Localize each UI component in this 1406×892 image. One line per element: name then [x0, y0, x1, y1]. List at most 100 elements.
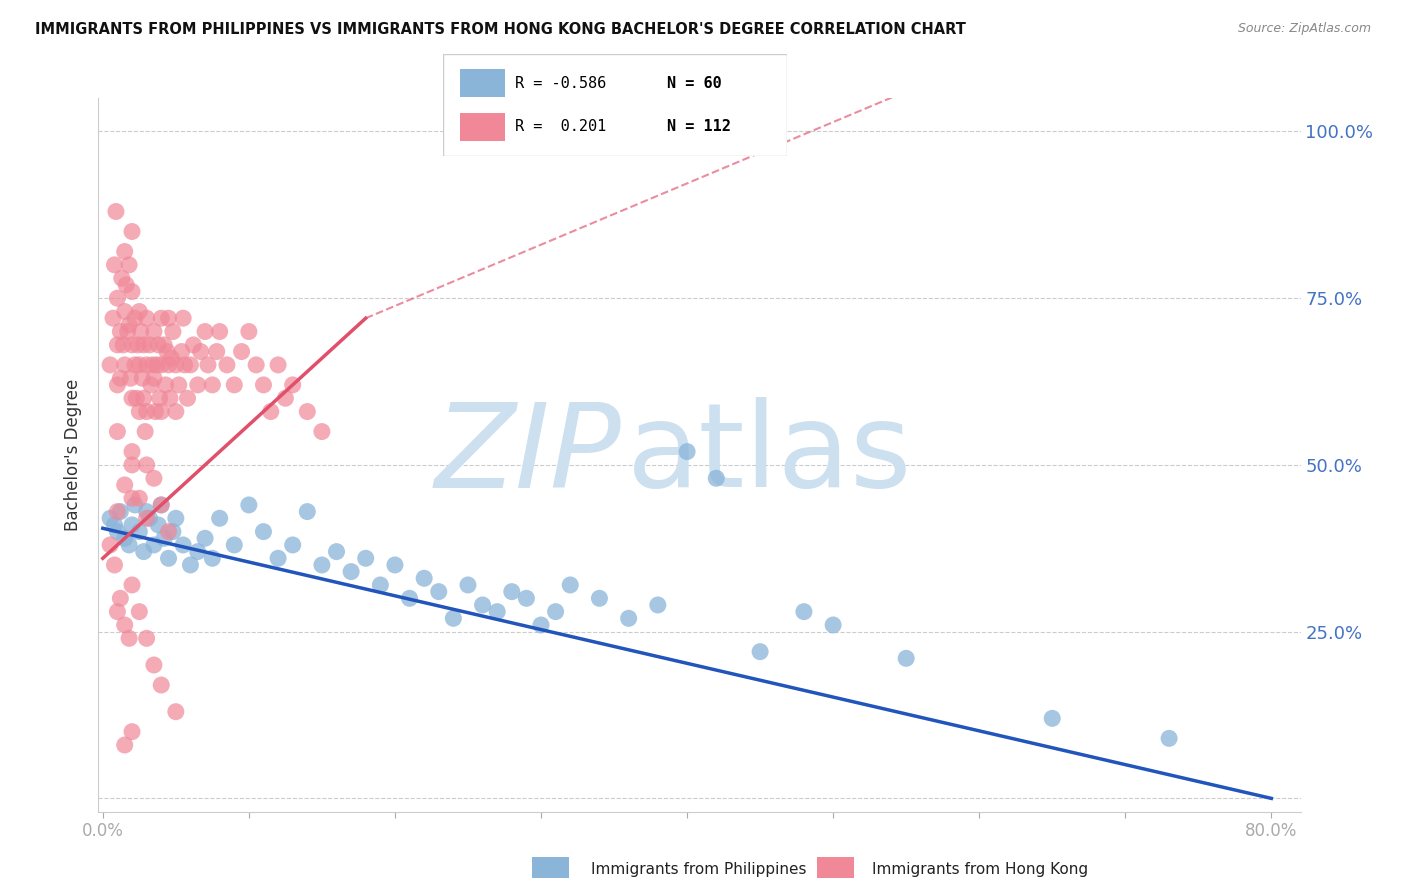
Point	[1040, 711, 1063, 725]
Point	[135, 358, 157, 372]
Point	[153, 338, 176, 352]
Point	[118, 318, 141, 332]
Point	[110, 505, 132, 519]
Point	[398, 591, 420, 606]
Point	[114, 244, 136, 259]
Point	[162, 325, 184, 339]
Point	[110, 371, 132, 385]
Text: N = 112: N = 112	[666, 120, 731, 134]
Point	[194, 325, 217, 339]
Point	[148, 338, 170, 352]
Point	[120, 371, 142, 385]
Point	[544, 605, 567, 619]
Point	[173, 358, 195, 372]
Point	[749, 645, 772, 659]
Point	[793, 605, 815, 619]
Point	[111, 271, 134, 285]
Point	[224, 377, 246, 392]
Point	[124, 311, 146, 326]
Bar	[531, 856, 569, 879]
Point	[354, 551, 377, 566]
Point	[515, 591, 537, 606]
Point	[704, 471, 727, 485]
Point	[179, 358, 201, 372]
Point	[114, 738, 136, 752]
Bar	[460, 112, 505, 141]
Bar	[817, 856, 855, 879]
Point	[245, 358, 267, 372]
Point	[165, 358, 187, 372]
Point	[1159, 731, 1181, 746]
Point	[588, 591, 610, 606]
Point	[150, 678, 173, 692]
Point	[121, 458, 143, 472]
Point	[194, 531, 217, 545]
Point	[896, 651, 918, 665]
Text: R =  0.201: R = 0.201	[515, 120, 606, 134]
Point	[134, 425, 156, 439]
Point	[150, 311, 173, 326]
Point	[471, 598, 494, 612]
Point	[103, 558, 125, 572]
Point	[617, 611, 640, 625]
Point	[238, 498, 260, 512]
Point	[205, 344, 228, 359]
Point	[155, 377, 177, 392]
Point	[138, 511, 160, 525]
Point	[157, 551, 180, 566]
Point	[115, 277, 138, 292]
Point	[156, 344, 179, 359]
Point	[252, 524, 274, 539]
Point	[150, 498, 173, 512]
Point	[340, 565, 363, 579]
Text: R = -0.586: R = -0.586	[515, 76, 606, 90]
Point	[117, 325, 139, 339]
Point	[142, 371, 165, 385]
Point	[118, 632, 141, 646]
Point	[823, 618, 845, 632]
Point	[183, 338, 205, 352]
Point	[647, 598, 669, 612]
Point	[159, 391, 181, 405]
Text: IMMIGRANTS FROM PHILIPPINES VS IMMIGRANTS FROM HONG KONG BACHELOR'S DEGREE CORRE: IMMIGRANTS FROM PHILIPPINES VS IMMIGRANT…	[35, 22, 966, 37]
Point	[127, 338, 149, 352]
Point	[238, 325, 260, 339]
Point	[107, 425, 129, 439]
Point	[107, 524, 129, 539]
Point	[176, 391, 198, 405]
Point	[107, 338, 129, 352]
Point	[128, 358, 150, 372]
Point	[146, 358, 169, 372]
Point	[98, 538, 121, 552]
Point	[165, 705, 187, 719]
Point	[125, 391, 148, 405]
Point	[107, 377, 129, 392]
Point	[142, 325, 165, 339]
Point	[165, 404, 187, 418]
Point	[260, 404, 283, 418]
Point	[281, 377, 304, 392]
Point	[98, 358, 121, 372]
Point	[107, 605, 129, 619]
Point	[267, 358, 290, 372]
Point	[135, 458, 157, 472]
Point	[148, 518, 170, 533]
Point	[121, 338, 143, 352]
Point	[132, 338, 155, 352]
Point	[172, 311, 194, 326]
Text: Source: ZipAtlas.com: Source: ZipAtlas.com	[1237, 22, 1371, 36]
Point	[114, 531, 136, 545]
Point	[160, 351, 183, 366]
Point	[142, 538, 165, 552]
Point	[224, 538, 246, 552]
Point	[457, 578, 479, 592]
Point	[128, 304, 150, 318]
Point	[103, 518, 125, 533]
Y-axis label: Bachelor's Degree: Bachelor's Degree	[65, 379, 83, 531]
Point	[129, 325, 152, 339]
Point	[530, 618, 553, 632]
Point	[135, 511, 157, 525]
Point	[121, 444, 143, 458]
Point	[118, 258, 141, 272]
Point	[128, 605, 150, 619]
